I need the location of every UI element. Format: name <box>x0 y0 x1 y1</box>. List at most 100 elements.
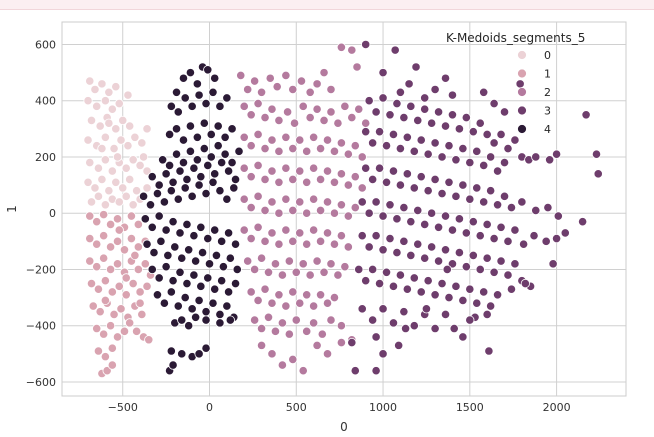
data-point <box>336 42 346 52</box>
data-point <box>340 262 350 272</box>
data-point <box>211 250 222 260</box>
data-point <box>222 93 232 103</box>
data-point <box>427 118 437 128</box>
data-point <box>260 205 270 216</box>
data-point <box>253 129 263 140</box>
data-point <box>447 259 458 269</box>
top-strip <box>0 0 654 10</box>
data-point <box>350 172 360 182</box>
y-tick-label: 400 <box>35 95 56 108</box>
data-point <box>295 166 305 176</box>
data-point <box>222 301 232 311</box>
data-point <box>178 135 189 145</box>
data-point <box>465 315 475 325</box>
data-point <box>142 281 152 291</box>
data-point <box>305 113 315 123</box>
data-point <box>442 264 452 275</box>
data-point <box>220 149 230 159</box>
data-point <box>92 101 102 111</box>
data-point <box>347 337 357 348</box>
data-point <box>133 242 143 252</box>
data-point <box>215 309 225 320</box>
data-point <box>121 273 131 283</box>
data-point <box>187 304 197 314</box>
data-point <box>420 104 430 114</box>
data-point <box>133 264 143 275</box>
data-point <box>265 73 275 83</box>
data-point <box>433 256 444 266</box>
data-point <box>531 152 541 162</box>
data-point <box>295 197 305 207</box>
data-point <box>378 68 388 78</box>
data-point <box>274 239 284 249</box>
data-point <box>390 45 400 55</box>
data-point <box>274 146 284 156</box>
data-point <box>270 259 281 269</box>
data-point <box>319 115 329 126</box>
data-point <box>475 264 485 275</box>
data-point <box>357 231 367 241</box>
data-point <box>191 256 201 266</box>
data-point <box>510 259 520 269</box>
data-point <box>100 352 110 362</box>
data-point <box>371 366 381 376</box>
data-point <box>223 166 234 176</box>
data-point <box>180 292 190 303</box>
data-point <box>402 169 412 179</box>
data-point <box>109 309 119 320</box>
data-point <box>142 183 152 193</box>
data-point <box>166 346 176 356</box>
data-point <box>581 110 591 120</box>
data-point <box>413 239 423 249</box>
x-tick-labels: −500 0 500 1000 1500 2000 <box>108 401 571 414</box>
data-point <box>114 225 124 235</box>
data-point <box>107 287 117 297</box>
data-point <box>361 118 371 128</box>
data-point <box>177 253 187 263</box>
data-point <box>392 247 402 258</box>
data-point <box>121 163 131 173</box>
data-point <box>503 236 513 246</box>
data-point <box>256 253 267 263</box>
data-point <box>100 200 110 210</box>
data-point <box>496 256 506 266</box>
data-point <box>492 200 503 210</box>
data-point <box>378 304 388 314</box>
data-point <box>444 141 454 151</box>
data-point <box>230 174 241 185</box>
x-axis-label: 0 <box>340 420 348 434</box>
data-point <box>433 222 444 232</box>
data-point <box>256 87 267 97</box>
data-point <box>315 205 326 216</box>
data-point <box>319 267 329 277</box>
data-point <box>140 259 150 269</box>
data-point <box>246 287 256 297</box>
data-point <box>220 132 230 142</box>
data-point <box>112 332 123 342</box>
data-point <box>553 211 563 221</box>
data-point <box>274 115 284 126</box>
data-point <box>161 225 171 235</box>
series-2 <box>236 42 371 376</box>
data-point <box>168 217 178 227</box>
data-point <box>93 163 104 173</box>
data-point <box>239 163 249 173</box>
data-point <box>354 104 364 114</box>
data-point <box>112 214 123 224</box>
data-point <box>458 332 468 342</box>
data-point <box>357 183 367 193</box>
data-point <box>322 135 333 145</box>
data-point <box>510 225 520 235</box>
data-point <box>395 143 405 154</box>
data-point <box>548 259 558 269</box>
data-point <box>187 101 197 111</box>
data-point <box>302 146 312 156</box>
data-point <box>413 205 423 216</box>
data-point <box>121 290 131 300</box>
data-point <box>451 155 461 165</box>
data-point <box>458 180 468 190</box>
data-point <box>551 233 562 244</box>
data-point <box>465 194 475 204</box>
data-point <box>204 259 215 269</box>
